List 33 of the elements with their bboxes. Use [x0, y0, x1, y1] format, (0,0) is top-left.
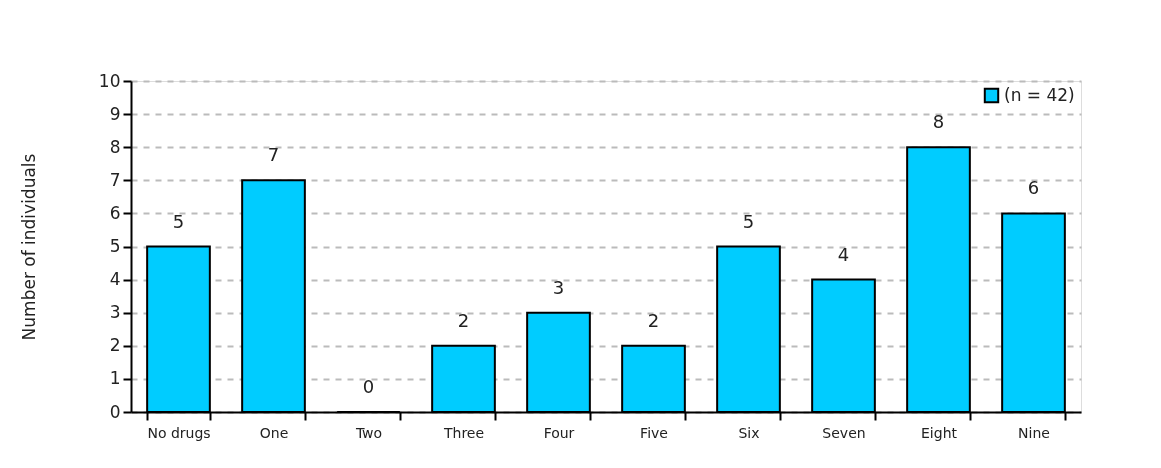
- data-label: 5: [172, 210, 185, 232]
- data-label: 4: [837, 243, 850, 265]
- data-label: 7: [267, 144, 280, 166]
- y-tick-label: 5: [109, 236, 121, 256]
- y-tick-label: 8: [109, 136, 121, 157]
- x-tick-label: One: [259, 424, 289, 441]
- x-tick-label: Five: [640, 424, 668, 441]
- data-label: 2: [457, 309, 470, 331]
- data-label: 8: [932, 111, 945, 133]
- x-tick-label: Two: [354, 424, 383, 441]
- legend-label: (n = 42): [1004, 84, 1075, 105]
- x-tick-label: Seven: [822, 424, 866, 441]
- x-tick-label: No drugs: [147, 424, 211, 441]
- y-tick-label: 6: [109, 202, 121, 223]
- y-tick-label: 10: [98, 70, 121, 91]
- y-tick-label: 3: [109, 302, 121, 323]
- x-tick-label: Four: [543, 424, 575, 441]
- y-tick-label: 7: [109, 169, 121, 190]
- data-label: 6: [1027, 177, 1040, 199]
- y-tick-label: 4: [109, 269, 121, 290]
- data-label: 5: [742, 210, 755, 232]
- x-tick-label: Three: [442, 424, 485, 441]
- y-tick-label: 1: [109, 368, 121, 389]
- y-axis-title: Number of individuals: [18, 153, 39, 341]
- data-label: 0: [362, 376, 375, 397]
- y-tick-label: 0: [109, 401, 121, 422]
- x-tick-label: Eight: [921, 424, 958, 441]
- data-label: 3: [552, 276, 565, 298]
- y-tick-label: 2: [109, 335, 121, 356]
- x-tick-label: Six: [738, 424, 760, 441]
- y-tick-label: 9: [109, 103, 121, 124]
- data-label: 2: [647, 309, 660, 331]
- x-tick-label: Nine: [1018, 424, 1050, 441]
